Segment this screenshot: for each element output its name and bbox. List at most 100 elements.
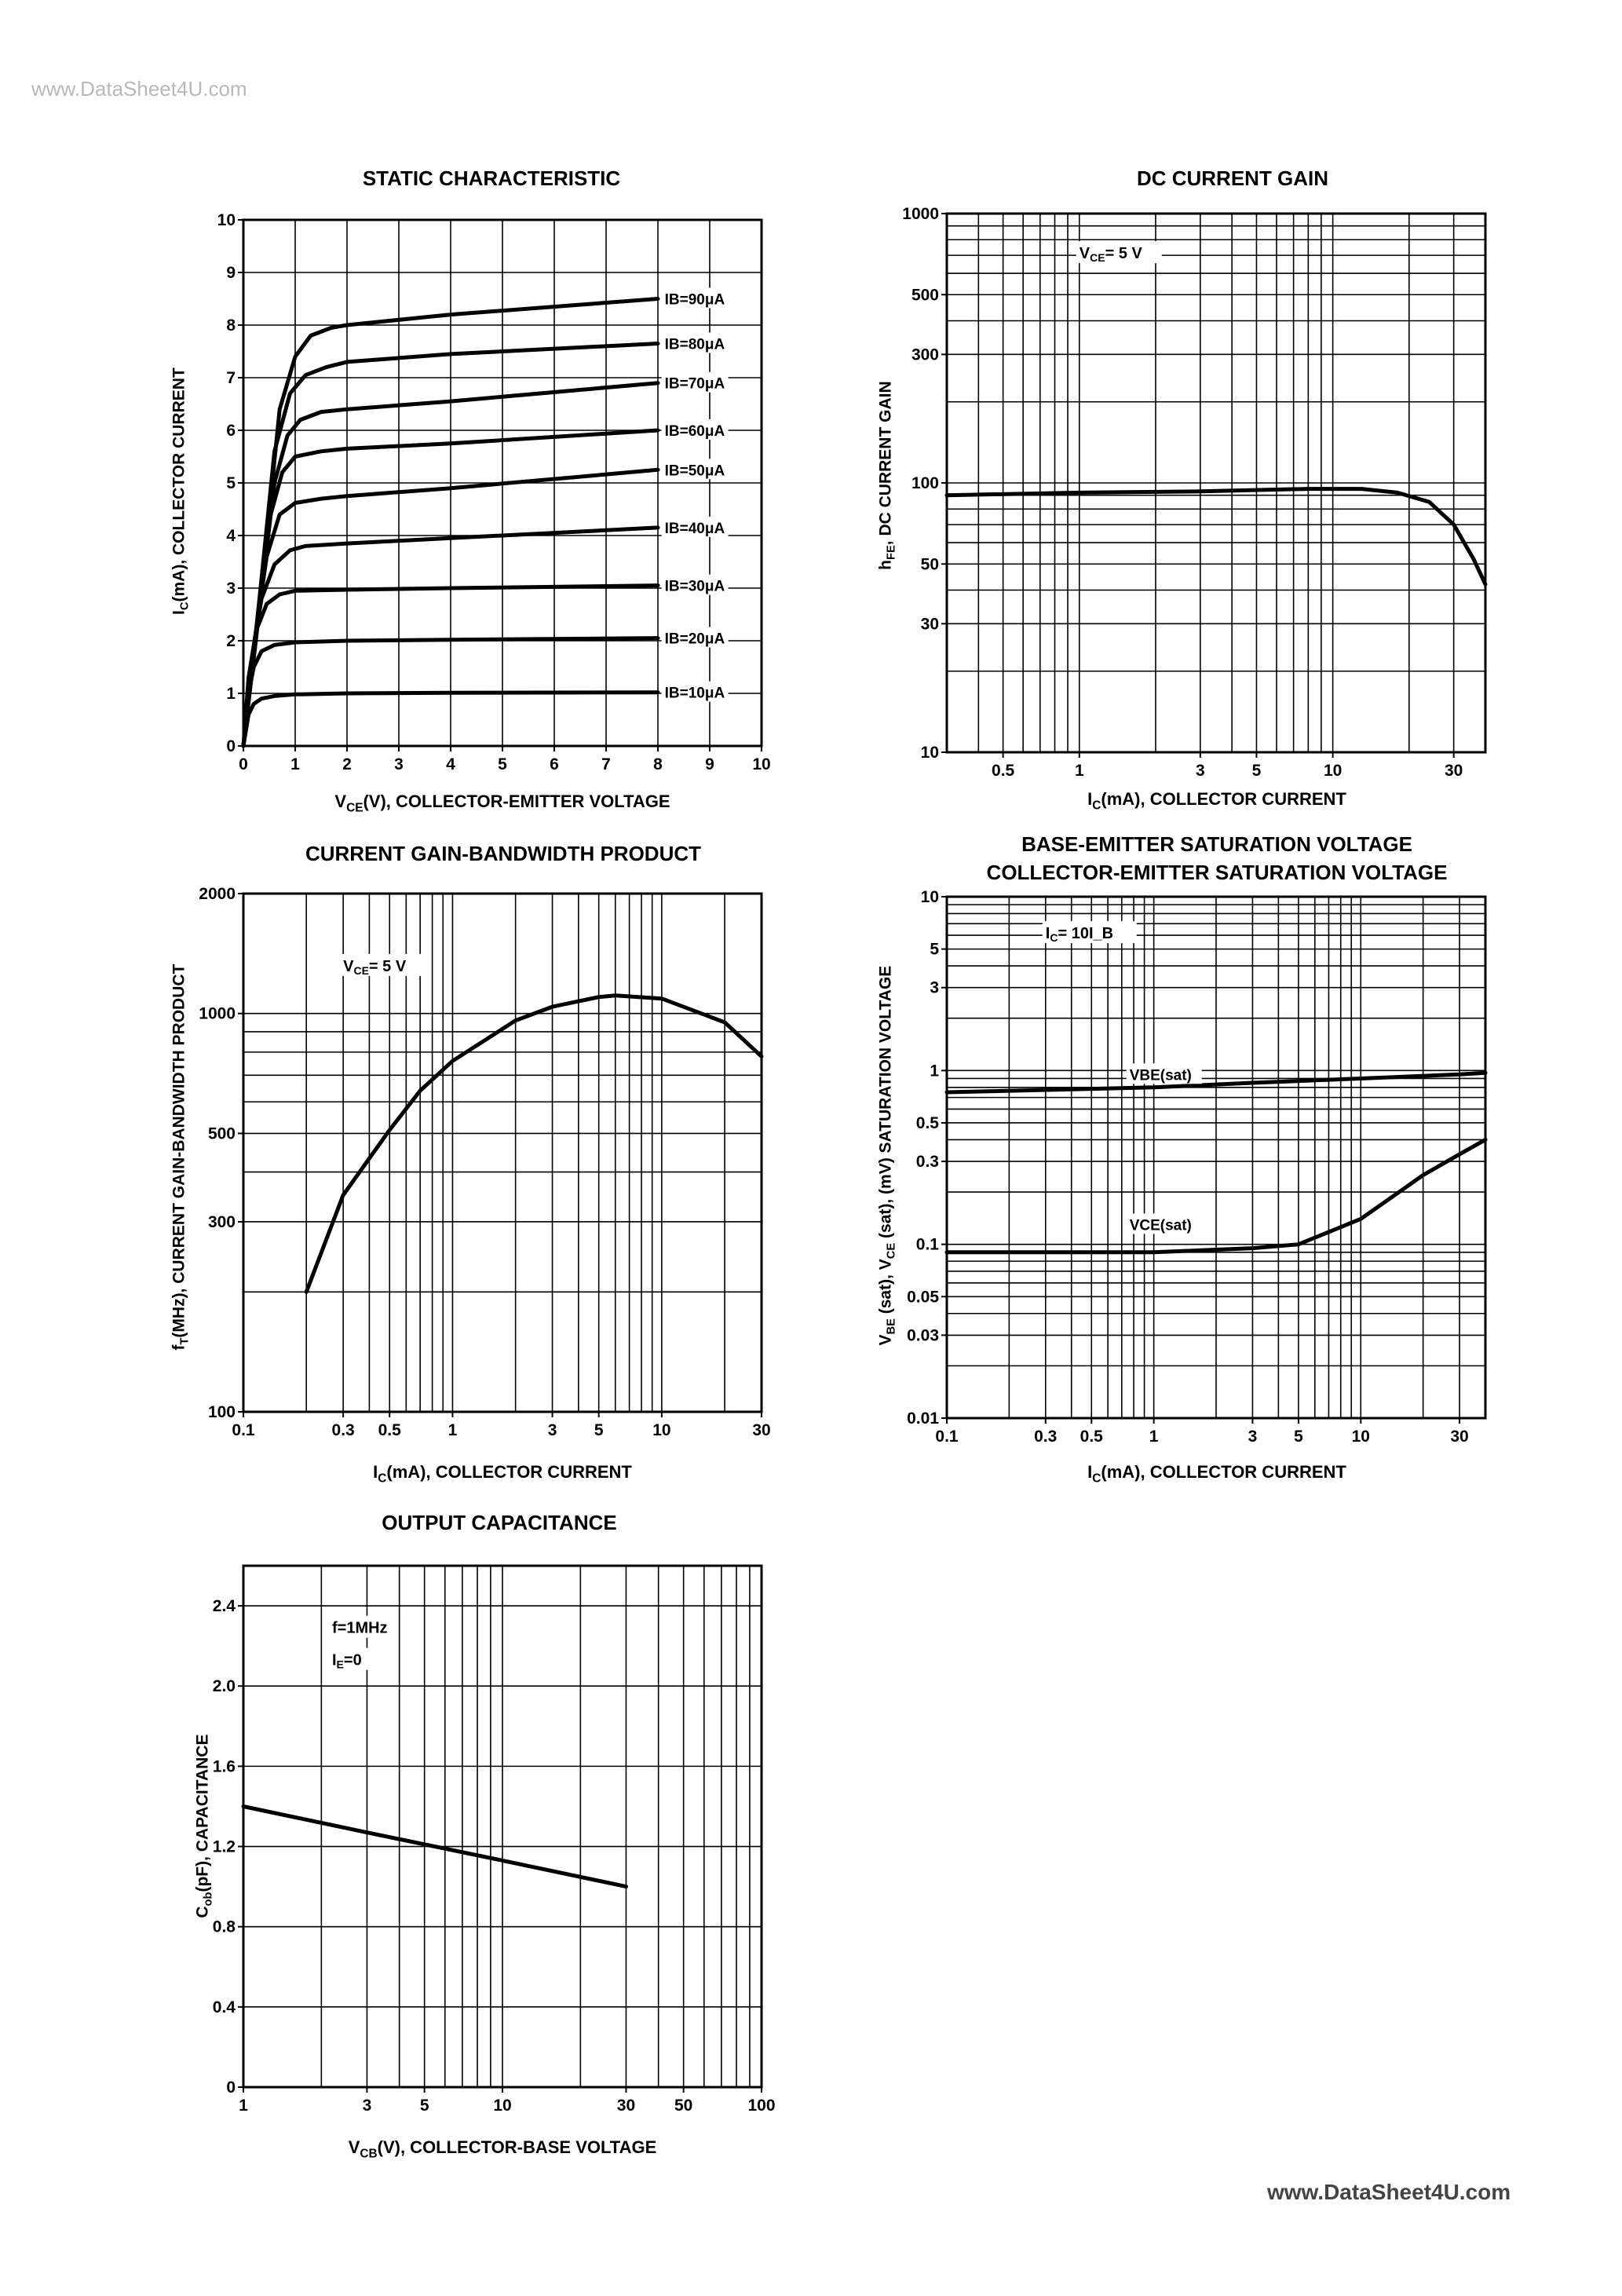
static-ytick-label: 6: [226, 422, 236, 440]
static-series-label-bg: [661, 332, 729, 353]
cob-grid: [243, 1566, 762, 2087]
static-xtick-label: 2: [342, 755, 352, 773]
sat-ytick-label: 1: [930, 1062, 939, 1080]
static-series-label-bg: [661, 627, 729, 648]
sat-ytick-label: 0.03: [907, 1326, 939, 1344]
sat-series: VBE(sat) VCE(sat): [944, 1063, 1488, 1255]
static-ytick-label: 0: [226, 737, 236, 755]
cob-xtick-label: 5: [420, 2097, 429, 2115]
static-series-label: IB=80μA: [665, 336, 725, 353]
ft-xtick-label: 3: [548, 1421, 557, 1439]
static-series-label: IB=30μA: [665, 579, 725, 595]
hfe-chart-xlabel: IC(mA), COLLECTOR CURRENT: [1087, 789, 1346, 813]
sat-ytick-label: 0.05: [907, 1288, 939, 1306]
sat-chart-title: BASE-EMITTER SATURATION VOLTAGE: [1021, 832, 1412, 856]
sat-ticks: 0.1 0.3 0.5 1 3 5 10 30 0.01 0.03 0.05 0.1 0.3 0.5 1 3 5…: [907, 888, 1469, 1446]
static-ytick-label: 3: [226, 579, 236, 598]
static-xtick-label: 1: [290, 755, 300, 773]
static-xtick-label: 10: [752, 755, 770, 773]
sat-series-line: [944, 1070, 1488, 1095]
sat-annotation-bg: [1042, 921, 1137, 944]
static-xtick-label: 9: [705, 755, 714, 773]
sat-xtick-label: 5: [1294, 1428, 1303, 1446]
cob-ticks: 1 3 5 10 30 50 100 0 0.4 0.8 1.2 1.6 2.0 2.4: [213, 1597, 776, 2115]
static-chart-title: STATIC CHARACTERISTIC: [362, 166, 621, 190]
sat-xtick-label: 3: [1248, 1428, 1258, 1446]
sat-chart-xlabel: IC(mA), COLLECTOR CURRENT: [1087, 1462, 1346, 1486]
cob-ytick-label: 2.0: [213, 1677, 236, 1695]
hfe-series: [944, 487, 1488, 587]
static-series-label-bg: [661, 681, 729, 702]
cob-xtick-label: 1: [239, 2097, 248, 2115]
cob-chart-xlabel: VCB(V), COLLECTOR-BASE VOLTAGE: [348, 2137, 657, 2161]
hfe-ytick-label: 10: [921, 744, 939, 762]
static-ytick-label: 2: [226, 632, 236, 650]
cob-ytick-label: 2.4: [213, 1597, 236, 1615]
sat-xtick-label: 30: [1450, 1428, 1468, 1446]
hfe-xtick-label: 5: [1252, 762, 1262, 780]
watermark-top: www.DataSheet4U.com: [31, 77, 247, 101]
cob-series: [241, 1804, 628, 1889]
static-series: IB=10μA IB=20μA IB=30μA IB=40μA IB=50μA IB=60…: [241, 287, 729, 748]
cob-annotation-bg: [328, 1615, 389, 1638]
hfe-annotation-bg: [1076, 241, 1162, 264]
sat-series-line: [944, 1137, 1488, 1255]
ft-xtick-label: 1: [448, 1421, 458, 1439]
static-xtick-label: 0: [239, 755, 248, 773]
static-xtick-label: 6: [550, 755, 559, 773]
ft-ytick-label: 300: [208, 1213, 236, 1231]
cob-xtick-label: 10: [493, 2097, 511, 2115]
ft-ytick-label: 500: [208, 1124, 236, 1143]
static-series-label: IB=10μA: [665, 686, 725, 702]
static-series-line: [241, 690, 660, 748]
static-xtick-label: 3: [394, 755, 404, 773]
static-ytick-label: 10: [217, 211, 236, 229]
sat-series-label-bg: [1126, 1063, 1202, 1084]
cob-ytick-label: 0.8: [213, 1918, 236, 1936]
cob-xtick-label: 50: [674, 2097, 692, 2115]
static-series-label: IB=40μA: [665, 521, 725, 537]
sat-ytick-label: 3: [930, 979, 939, 997]
sat-xtick-label: 10: [1352, 1428, 1370, 1446]
sat-ytick-label: 0.5: [916, 1114, 940, 1132]
sat-ytick-label: 0.1: [916, 1236, 940, 1254]
hfe-ytick-label: 100: [911, 474, 939, 492]
watermark-bottom: www.DataSheet4U.com: [1267, 2180, 1511, 2204]
ft-chart: 0.1 0.3 0.5 1 3 5 10 30 100 300 500 1000 2000 VCE= 5 …: [199, 885, 770, 1439]
static-series-label: IB=60μA: [665, 423, 725, 440]
ft-ticks: 0.1 0.3 0.5 1 3 5 10 30 100 300 500 1000 2000: [199, 885, 770, 1439]
sat-annotation: IC= 10I_B: [1046, 925, 1113, 944]
cob-ytick-label: 1.2: [213, 1838, 236, 1856]
cob-xtick-label: 3: [363, 2097, 372, 2115]
sat-xtick-label: 0.1: [935, 1428, 959, 1446]
ft-ytick-label: 1000: [199, 1005, 236, 1023]
ft-annotation-bg: [340, 953, 426, 976]
hfe-ytick-label: 30: [921, 615, 939, 633]
hfe-annotation: VCE= 5 V: [1080, 245, 1143, 264]
static-chart-ylabel: IC(mA), COLLECTOR CURRENT: [170, 367, 192, 615]
hfe-xtick-label: 3: [1196, 762, 1205, 780]
ft-ytick-label: 100: [208, 1403, 236, 1421]
ft-xtick-label: 5: [594, 1421, 604, 1439]
ft-chart-ylabel: fT(MHz), CURRENT GAIN-BANDWIDTH PRODUCT: [170, 963, 192, 1351]
cob-xtick-label: 100: [747, 2097, 775, 2115]
static-series-label: IB=90μA: [665, 292, 725, 309]
static-ytick-label: 5: [226, 474, 236, 492]
ft-series: [304, 993, 764, 1294]
sat-xtick-label: 0.5: [1080, 1428, 1104, 1446]
static-ytick-label: 8: [226, 316, 236, 335]
static-series-label-bg: [661, 574, 729, 595]
ft-xtick-label: 0.1: [232, 1421, 255, 1439]
static-ytick-label: 9: [226, 264, 236, 282]
ft-xtick-label: 30: [752, 1421, 770, 1439]
ft-ytick-label: 2000: [199, 885, 236, 903]
static-series-label: IB=20μA: [665, 631, 725, 648]
static-series-line: [241, 297, 660, 748]
ft-chart-xlabel: IC(mA), COLLECTOR CURRENT: [373, 1462, 632, 1486]
ft-series-line: [304, 993, 764, 1294]
hfe-ytick-label: 500: [911, 286, 939, 304]
sat-series-label: VCE(sat): [1130, 1217, 1192, 1234]
hfe-chart: 0.5 1 3 5 10 30 10 30 50 100 300 500 1000 VCE= 5 V: [902, 205, 1488, 780]
cob-chart: 1 3 5 10 30 50 100 0 0.4 0.8 1.2 1.6 2.0 2.4 f=1MHz IE=…: [213, 1564, 776, 2115]
sat-frame: [945, 895, 1487, 1420]
